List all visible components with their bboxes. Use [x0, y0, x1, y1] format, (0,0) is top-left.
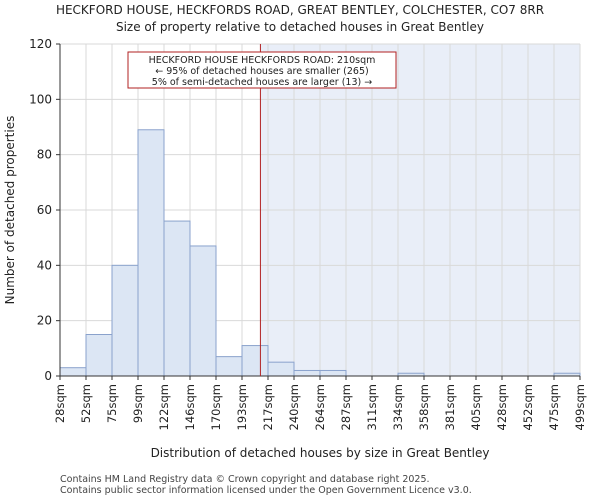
x-tick-label: 428sqm — [495, 384, 509, 430]
y-tick-label: 20 — [37, 314, 52, 328]
histogram-bar — [293, 369, 321, 377]
x-tick-label: 146sqm — [183, 384, 197, 430]
histogram-bar — [189, 245, 217, 377]
x-tick-label: 52sqm — [79, 384, 93, 423]
x-tick-label: 264sqm — [313, 384, 327, 430]
histogram-bar — [111, 264, 139, 377]
x-tick-label: 240sqm — [287, 384, 301, 430]
annotation-box — [127, 51, 397, 89]
y-tick-label: 100 — [29, 92, 52, 106]
x-tick-label: 405sqm — [469, 384, 483, 430]
y-tick-label: 120 — [29, 37, 52, 51]
x-tick-label: 311sqm — [365, 384, 379, 430]
y-tick-label: 80 — [37, 148, 52, 162]
x-tick-label: 122sqm — [157, 384, 171, 430]
x-tick-label: 334sqm — [391, 384, 405, 430]
x-tick-label: 170sqm — [209, 384, 223, 430]
x-tick-label: 499sqm — [573, 384, 587, 430]
histogram-bar — [319, 369, 347, 377]
x-tick-label: 99sqm — [131, 384, 145, 423]
chart-title: HECKFORD HOUSE, HECKFORDS ROAD, GREAT BE… — [55, 3, 545, 17]
x-tick-label: 75sqm — [105, 384, 119, 423]
footer-line-1: Contains HM Land Registry data © Crown c… — [60, 474, 430, 485]
x-tick-label: 358sqm — [417, 384, 431, 430]
x-tick-label: 217sqm — [261, 384, 275, 430]
histogram-bar — [163, 220, 191, 377]
x-axis-label: Distribution of detached houses by size … — [151, 446, 490, 460]
histogram-bar — [267, 361, 295, 377]
histogram-bar — [59, 367, 87, 377]
x-tick-label: 193sqm — [235, 384, 249, 430]
histogram-bar — [241, 345, 269, 377]
y-tick-label: 40 — [37, 258, 52, 272]
footer-line-2: Contains public sector information licen… — [60, 485, 472, 496]
y-tick-label: 60 — [37, 203, 52, 217]
y-tick-label: 0 — [44, 369, 52, 383]
x-tick-label: 475sqm — [547, 384, 561, 430]
y-axis-label: Number of detached properties — [3, 116, 17, 305]
histogram-bar — [85, 334, 113, 377]
annotation-line: HECKFORD HOUSE HECKFORDS ROAD: 210sqm — [149, 55, 376, 66]
histogram-bar — [137, 129, 165, 377]
x-tick-label: 381sqm — [443, 384, 457, 430]
x-tick-label: 28sqm — [53, 384, 67, 423]
annotation-line: 5% of semi-detached houses are larger (1… — [152, 77, 372, 88]
annotation-line: ← 95% of detached houses are smaller (26… — [155, 66, 368, 77]
x-tick-label: 287sqm — [339, 384, 353, 430]
histogram-bar — [215, 356, 243, 377]
chart-subtitle: Size of property relative to detached ho… — [115, 20, 484, 34]
x-tick-label: 452sqm — [521, 384, 535, 430]
